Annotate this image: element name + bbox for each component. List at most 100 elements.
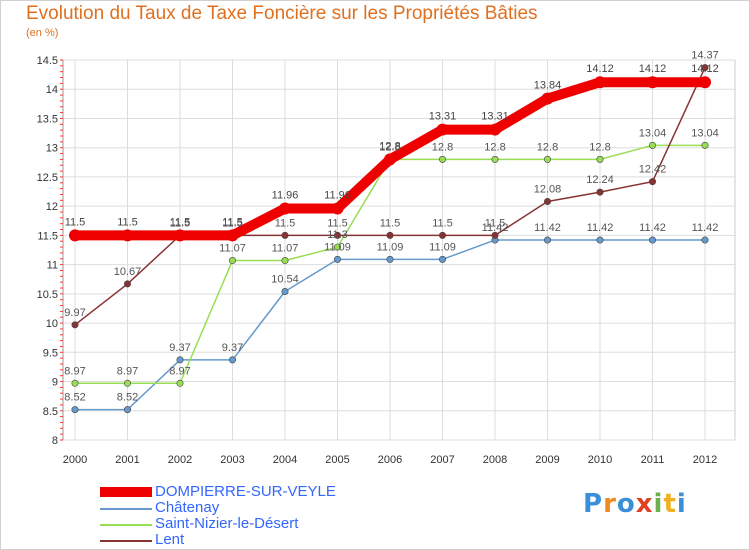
data-label: 12.8 (537, 141, 558, 153)
data-label: 11.5 (117, 216, 138, 228)
data-label: 11.3 (327, 229, 348, 241)
data-label: 11.07 (272, 243, 299, 255)
data-label: 11.5 (432, 217, 453, 229)
data-point (699, 76, 711, 89)
data-point (594, 76, 606, 89)
data-label: 11.42 (587, 222, 614, 234)
data-point (176, 356, 184, 364)
data-label: 10.67 (114, 266, 142, 278)
data-label: 9.37 (222, 342, 243, 354)
data-label: 11.42 (692, 222, 719, 234)
y-tick-label: 10 (46, 318, 58, 330)
x-tick-label: 2005 (325, 454, 349, 466)
data-label: 14.12 (639, 63, 667, 75)
logo-letter: o (616, 489, 636, 519)
data-label: 8.52 (117, 392, 138, 404)
x-tick-label: 2001 (115, 454, 139, 466)
data-label: 11.5 (380, 217, 401, 229)
data-point (648, 178, 656, 186)
data-label: 14.37 (691, 50, 719, 62)
x-tick-label: 2007 (430, 454, 454, 466)
data-label: 11.09 (377, 241, 404, 253)
legend-swatch (100, 524, 152, 526)
y-tick-label: 13.5 (37, 113, 58, 125)
data-point (333, 231, 341, 239)
data-label: 10.54 (271, 274, 299, 286)
legend-label: Lent (155, 531, 185, 548)
data-label: 11.5 (65, 216, 86, 228)
data-label: 11.96 (324, 189, 351, 201)
data-point (124, 379, 132, 387)
legend-label: Châtenay (155, 499, 220, 516)
data-label: 12.8 (432, 141, 453, 153)
logo-letter: i (676, 489, 687, 519)
data-point (596, 155, 604, 163)
data-label: 8.97 (117, 365, 138, 377)
data-point (333, 243, 341, 251)
data-point (491, 231, 499, 239)
data-point (701, 64, 709, 72)
data-label: 13.31 (429, 111, 457, 123)
data-label: 11.5 (485, 217, 506, 229)
data-point (226, 229, 239, 242)
chart-subtitle: (en %) (26, 27, 59, 39)
data-point (701, 236, 709, 244)
data-label: 9.37 (169, 342, 190, 354)
x-tick-label: 2002 (168, 454, 192, 466)
data-point (648, 141, 656, 149)
legend-swatch (100, 487, 152, 497)
data-point (646, 76, 659, 89)
data-label: 8.97 (169, 365, 190, 377)
legend-label: DOMPIERRE-SUR-VEYLE (155, 483, 336, 500)
data-point (489, 123, 501, 136)
y-tick-label: 10.5 (37, 289, 58, 301)
data-point (229, 356, 237, 364)
data-point (543, 236, 551, 244)
data-label: 14.12 (691, 63, 719, 75)
data-label: 11.5 (222, 216, 243, 228)
data-label: 11.09 (324, 241, 351, 253)
data-label: 11.5 (327, 217, 348, 229)
data-label: 11.07 (219, 243, 246, 255)
data-point (386, 231, 394, 239)
data-point (331, 202, 344, 215)
data-label: 11.5 (170, 217, 191, 229)
data-label: 13.84 (534, 80, 562, 92)
data-label: 13.31 (481, 111, 509, 123)
data-point (333, 255, 341, 263)
y-tick-label: 12 (46, 201, 58, 213)
x-tick-label: 2011 (641, 454, 665, 466)
data-point (438, 231, 446, 239)
line-chart: 8 8.5 9 9.5 10 10.5 11 11.5 12 12.5 13 13.5 14 14.5 20… (37, 50, 736, 466)
data-point (121, 229, 134, 242)
y-tick-label: 14 (46, 84, 58, 96)
logo-letter: r (603, 489, 617, 519)
x-tick-label: 2004 (273, 454, 297, 466)
x-tick-label: 2012 (693, 454, 717, 466)
data-point (279, 202, 291, 215)
data-point (543, 197, 551, 205)
legend-label: Saint-Nizier-le-Désert (155, 515, 299, 532)
y-tick-label: 11 (47, 260, 58, 272)
data-label: 11.42 (639, 222, 666, 234)
x-tick-label: 2009 (535, 454, 559, 466)
data-label: 8.52 (64, 392, 85, 404)
data-label: 8.97 (64, 365, 85, 377)
data-label: 11.5 (222, 217, 243, 229)
data-label: 12.8 (379, 140, 400, 152)
data-label: 12.8 (484, 141, 505, 153)
data-point (124, 406, 132, 414)
data-point (281, 231, 289, 239)
x-tick-label: 2008 (483, 454, 507, 466)
data-label: 13.04 (639, 127, 667, 139)
data-point (596, 188, 604, 196)
x-tick-label: 2003 (220, 454, 244, 466)
legend-swatch (100, 540, 152, 542)
y-tick-label: 8.5 (43, 406, 58, 418)
data-point (69, 229, 81, 242)
data-label: 11.09 (429, 241, 456, 253)
data-point (438, 155, 446, 163)
y-tick-label: 9.5 (43, 347, 58, 359)
logo-letter: t (663, 489, 677, 519)
data-label: 14.12 (586, 63, 614, 75)
